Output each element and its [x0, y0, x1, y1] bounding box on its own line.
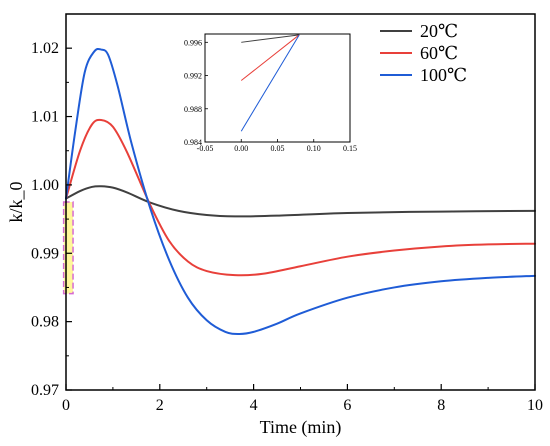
y-axis-label: k/k_0 [6, 181, 26, 222]
x-tick-label: 0 [62, 397, 70, 414]
inset-series-line-0 [241, 34, 300, 43]
inset-plot: -0.05 0.00 0.05 0.10 0.15 0.984 0.988 0.992 0.99… [184, 33, 357, 153]
inset-x-tick-label: -0.05 [197, 144, 214, 153]
inset-y-tick-label: 0.992 [184, 72, 202, 81]
inset-y-tick-label: 0.996 [184, 38, 202, 47]
x-tick-label: 6 [343, 397, 351, 414]
inset-x-tick-label: 0.00 [234, 144, 248, 153]
y-tick-label: 1.01 [31, 109, 59, 126]
inset-x-tick-label: 0.10 [307, 144, 321, 153]
inset-series-line-2 [240, 34, 300, 132]
y-tick-label: 1.02 [31, 40, 59, 57]
legend-label-1: 60℃ [420, 43, 458, 63]
highlight-layer [62, 201, 74, 295]
inset-x-tick-label: 0.05 [271, 144, 285, 153]
inset-y-tick-label: 0.988 [184, 105, 202, 114]
inset-y-tick-label: 0.984 [184, 138, 202, 147]
ticks-layer: 0 2 4 6 8 10 0.97 0.98 0.99 1.00 1.01 1.02 [31, 40, 543, 414]
inset-series-line-1 [240, 34, 300, 81]
series-layer [65, 47, 536, 335]
x-tick-label: 4 [250, 397, 258, 414]
x-axis-label: Time (min) [260, 417, 342, 438]
series-line-1 [65, 118, 536, 277]
highlight-box [62, 201, 74, 295]
inset-x-tick-label: 0.15 [343, 144, 357, 153]
y-tick-label: 0.97 [31, 382, 59, 399]
y-tick-label: 1.00 [31, 177, 59, 194]
y-tick-label: 0.98 [31, 314, 59, 331]
x-tick-label: 8 [437, 397, 445, 414]
inset-frame [204, 33, 351, 143]
x-tick-label: 2 [156, 397, 164, 414]
legend-label-2: 100℃ [420, 65, 467, 85]
legend-label-0: 20℃ [420, 21, 458, 41]
series-line-0 [65, 185, 536, 218]
series-line-2 [65, 47, 536, 335]
x-tick-label: 10 [527, 397, 543, 414]
y-tick-label: 0.99 [31, 245, 59, 262]
